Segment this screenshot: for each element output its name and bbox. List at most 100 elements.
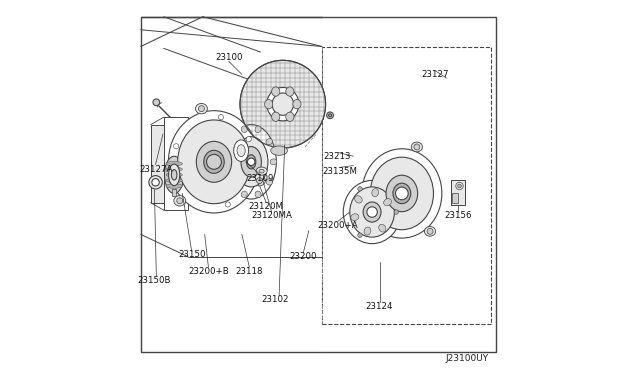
Text: 23127: 23127 [422,70,449,79]
Ellipse shape [412,142,422,152]
Ellipse shape [372,189,378,197]
Circle shape [173,175,179,180]
Ellipse shape [178,120,250,204]
Ellipse shape [246,155,256,169]
Ellipse shape [264,100,273,109]
Ellipse shape [286,112,294,121]
Circle shape [248,158,255,166]
Text: 23213: 23213 [323,152,351,161]
Ellipse shape [271,146,287,155]
Ellipse shape [383,199,392,206]
Ellipse shape [256,167,267,175]
Text: 23100: 23100 [215,53,243,62]
Ellipse shape [267,87,299,121]
Bar [451,180,465,205]
Circle shape [367,207,378,217]
Circle shape [456,182,463,190]
Ellipse shape [237,145,245,157]
Ellipse shape [353,197,364,207]
Ellipse shape [241,147,261,177]
Ellipse shape [364,227,371,235]
Ellipse shape [271,112,280,121]
Ellipse shape [172,170,177,180]
Ellipse shape [234,140,248,161]
Ellipse shape [362,149,442,238]
Circle shape [198,106,204,112]
Circle shape [207,154,221,169]
Ellipse shape [166,167,182,171]
Ellipse shape [166,184,182,188]
Circle shape [173,144,179,149]
Text: 23118: 23118 [236,267,263,276]
Ellipse shape [149,176,163,189]
Circle shape [396,187,408,200]
Text: 23127A: 23127A [139,165,172,174]
Ellipse shape [230,139,236,145]
Text: 23102: 23102 [262,295,289,304]
Ellipse shape [259,169,264,173]
Ellipse shape [393,183,411,203]
Ellipse shape [234,137,268,187]
Ellipse shape [204,150,224,173]
Ellipse shape [168,164,180,186]
Ellipse shape [293,100,301,109]
Bar [172,189,177,196]
Text: J23100UY: J23100UY [445,354,488,363]
Text: 23156: 23156 [444,211,472,220]
Ellipse shape [230,179,236,185]
Circle shape [458,184,461,188]
Circle shape [246,137,252,142]
Ellipse shape [272,93,294,115]
Bar [452,193,458,203]
Ellipse shape [196,141,232,182]
Ellipse shape [217,148,222,157]
Text: 23150B: 23150B [138,276,172,285]
Text: 23109: 23109 [247,174,274,183]
Ellipse shape [152,179,159,186]
Bar [141,17,495,352]
Ellipse shape [174,196,186,206]
Ellipse shape [225,159,232,165]
Ellipse shape [241,191,247,198]
Ellipse shape [253,176,266,186]
Bar [164,117,188,210]
Ellipse shape [255,191,261,198]
Circle shape [358,187,362,191]
Ellipse shape [195,103,207,114]
Ellipse shape [370,157,433,230]
Bar [322,46,491,324]
Bar [151,125,175,203]
Circle shape [414,144,420,150]
Ellipse shape [343,180,401,244]
Ellipse shape [266,139,273,145]
Ellipse shape [166,161,182,166]
Ellipse shape [355,196,362,203]
Ellipse shape [424,227,436,236]
Circle shape [326,112,333,119]
Ellipse shape [168,111,260,213]
Circle shape [427,228,433,234]
Circle shape [394,210,399,214]
Text: 23124: 23124 [366,302,393,311]
Circle shape [153,99,159,106]
Text: 23120MA: 23120MA [252,211,292,220]
Ellipse shape [286,87,294,96]
Circle shape [218,115,223,120]
Ellipse shape [255,126,261,132]
Ellipse shape [379,224,386,232]
Ellipse shape [164,156,184,193]
Text: 23200+B: 23200+B [188,267,228,276]
Text: 23135M: 23135M [322,167,357,176]
Ellipse shape [214,145,225,160]
Circle shape [358,233,362,237]
Text: 23120M: 23120M [248,202,284,211]
Circle shape [356,199,362,205]
Ellipse shape [240,60,326,148]
Ellipse shape [363,202,381,222]
Circle shape [177,198,183,204]
Ellipse shape [386,175,418,212]
Circle shape [257,178,262,184]
Circle shape [225,202,230,207]
Ellipse shape [270,159,277,165]
Ellipse shape [226,125,276,199]
